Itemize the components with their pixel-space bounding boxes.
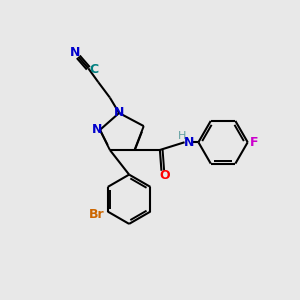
Text: F: F <box>250 136 259 149</box>
Text: N: N <box>184 136 194 149</box>
Text: N: N <box>114 106 124 119</box>
Text: Br: Br <box>89 208 105 221</box>
Text: N: N <box>92 123 102 136</box>
Text: O: O <box>159 169 170 182</box>
Text: C: C <box>89 63 98 76</box>
Text: H: H <box>178 131 186 141</box>
Text: N: N <box>70 46 80 59</box>
